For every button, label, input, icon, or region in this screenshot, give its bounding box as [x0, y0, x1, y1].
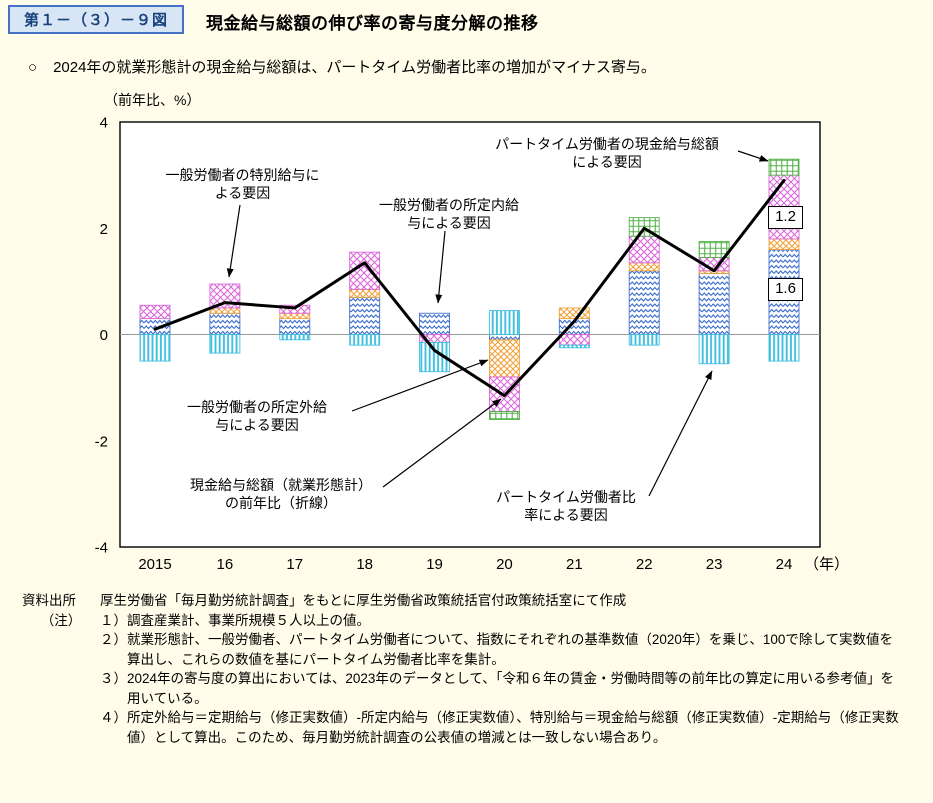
y-axis-unit-label: （前年比、%）: [104, 92, 201, 108]
annotation-text-line: パートタイム労働者比: [496, 489, 636, 505]
value-label-scheduled-2024: 1.6: [768, 278, 803, 301]
y-tick-label: -4: [95, 540, 108, 557]
source-text: 厚生労働省「毎月勤労統計調査」をもとに厚生労働省政策統括官付政策統括室にて作成: [100, 593, 627, 608]
figure-title: 現金給与総額の伸び率の寄与度分解の推移: [206, 14, 539, 33]
annotation-arrow: [351, 359, 489, 412]
note-item: ３）2024年の寄与度の算出においては、2023年のデータとして、「令和６年の賃…: [100, 671, 895, 706]
note-item: ４）所定外給与＝定期給与（修正実数値）-所定内給与（修正実数値）、特別給与＝現金…: [100, 710, 899, 745]
bar-segment: [488, 334, 520, 341]
annotation-arrow: [435, 230, 446, 304]
value-label-special-2024: 1.2: [768, 206, 803, 229]
lead-text: 2024年の就業形態計の現金給与総額は、パートタイム労働者比率の増加がマイナス寄…: [53, 59, 656, 76]
y-tick-label: 4: [100, 115, 108, 132]
x-tick-label: 2015: [138, 556, 171, 573]
annotation-text-line: 現金給与総額（就業形態計）: [190, 477, 372, 493]
bar-segment: [488, 339, 520, 378]
x-tick-label: 19: [426, 556, 443, 573]
annotation-arrow: [382, 398, 502, 488]
bar-segment: [139, 334, 171, 362]
bar-segment: [488, 310, 520, 335]
notes-list: １）調査産業計、事業所規模５人以上の値。 ２）就業形態計、一般労働者、パートタイ…: [100, 611, 906, 748]
annotation-total-line-label: 現金給与総額（就業形態計） の前年比（折線）: [172, 476, 390, 512]
bar-segment: [558, 344, 590, 349]
bar-segment: [768, 238, 800, 250]
y-tick-label: -2: [95, 433, 108, 450]
annotation-text-line: 与による要因: [407, 215, 491, 231]
x-tick-label: 21: [566, 556, 583, 573]
lead-sentence: ○ 2024年の就業形態計の現金給与総額は、パートタイム労働者比率の増加がマイナス…: [28, 56, 656, 77]
x-tick-label: 20: [496, 556, 513, 573]
bar-segment: [209, 307, 241, 314]
note-item: ２）就業形態計、一般労働者、パートタイム労働者について、指数にそれぞれの基準数値…: [100, 632, 894, 667]
annotation-arrow: [226, 204, 241, 278]
bar-segment: [768, 334, 800, 362]
annotation-text-line: 与による要因: [215, 417, 299, 433]
annotation-overtime-wage-factor: 一般労働者の所定外給 与による要因: [162, 398, 352, 434]
bar-segment: [628, 262, 660, 272]
annotation-text-line: 率による要因: [524, 507, 608, 523]
bar-segment: [209, 312, 241, 335]
source-and-notes: 資料出所 厚生労働省「毎月勤労統計調査」をもとに厚生労働省政策統括官付政策統括室…: [22, 591, 920, 747]
bar-segment: [419, 312, 451, 335]
bar-segment: [698, 334, 730, 365]
bar-segment: [698, 272, 730, 335]
x-tick-label: 18: [356, 556, 373, 573]
annotation-arrow: [648, 370, 713, 497]
bar-segment: [349, 288, 381, 298]
x-tick-label: 24: [776, 556, 793, 573]
bar-segment: [628, 334, 660, 346]
notes-row: （注） １）調査産業計、事業所規模５人以上の値。 ２）就業形態計、一般労働者、パ…: [22, 611, 920, 748]
annotation-parttime-wage-factor: パートタイム労働者の現金給与総額 による要因: [462, 135, 752, 171]
bar-segment: [209, 334, 241, 354]
annotation-text-line: パートタイム労働者の現金給与総額: [495, 136, 719, 152]
bar-segment: [279, 318, 311, 335]
bar-segment: [279, 334, 311, 341]
bar-segment: [768, 158, 800, 176]
y-tick-label: 0: [100, 327, 108, 344]
annotation-text-line: による要因: [572, 154, 642, 170]
annotation-scheduled-wage-factor: 一般労働者の所定内給 与による要因: [358, 196, 540, 232]
x-axis-unit-label: （年）: [804, 556, 849, 573]
note-label: （注）: [40, 612, 82, 628]
annotation-text-line: の前年比（折線）: [225, 495, 337, 511]
bar-segment: [628, 270, 660, 335]
source-label: 資料出所: [22, 593, 76, 608]
y-tick-label: 2: [100, 221, 108, 238]
annotation-parttime-ratio-factor: パートタイム労働者比 率による要因: [482, 488, 650, 524]
note-item: １）調査産業計、事業所規模５人以上の値。: [100, 612, 370, 628]
bullet-circle-icon: ○: [28, 59, 38, 76]
annotation-text-line: 一般労働者の特別給与に: [165, 167, 320, 183]
total-line: [153, 178, 786, 398]
bar-segment: [349, 334, 381, 346]
bar-segment: [139, 304, 171, 320]
x-tick-label: 23: [706, 556, 723, 573]
annotation-text-line: 一般労働者の所定外給: [187, 399, 327, 415]
bar-segment: [558, 334, 590, 346]
bar-segment: [279, 312, 311, 320]
annotation-text-line: よる要因: [214, 185, 271, 201]
annotation-text-line: 一般労働者の所定内給: [379, 197, 519, 213]
annotation-special-wage-factor: 一般労働者の特別給与に よる要因: [140, 166, 345, 202]
source-row: 資料出所 厚生労働省「毎月勤労統計調査」をもとに厚生労働省政策統括官付政策統括室…: [22, 591, 920, 611]
figure-number: 第１－（３）－９図: [8, 5, 185, 34]
bar-segment: [349, 296, 381, 335]
annotation-arrow: [737, 150, 769, 162]
x-tick-label: 17: [286, 556, 303, 573]
x-tick-label: 16: [217, 556, 234, 573]
x-tick-label: 22: [636, 556, 653, 573]
bar-segment: [558, 307, 590, 320]
bar-segment: [488, 411, 520, 420]
